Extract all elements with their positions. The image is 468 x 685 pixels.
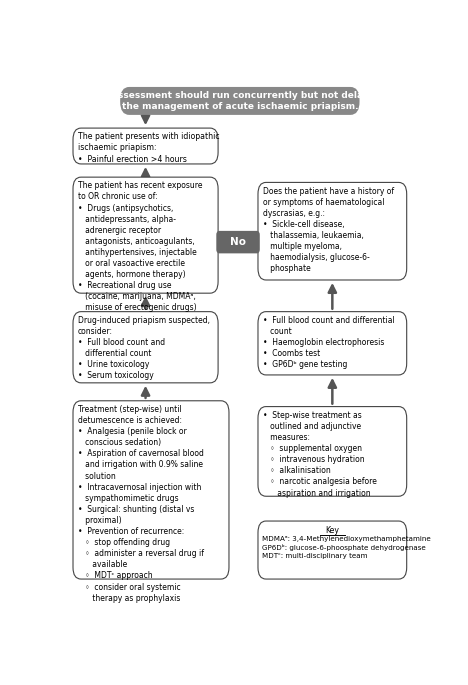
Text: Does the patient have a history of
or symptoms of haematological
dyscrasias, e.g: Does the patient have a history of or sy…	[263, 186, 394, 273]
Text: •  Full blood count and differential
   count
•  Haemoglobin electrophoresis
•  : • Full blood count and differential coun…	[263, 316, 395, 369]
Text: Treatment (step-wise) until
detumescence is achieved:
•  Analgesia (penile block: Treatment (step-wise) until detumescence…	[78, 405, 204, 603]
Text: •  Step-wise treatment as
   outlined and adjunctive
   measures:
   ◦  suppleme: • Step-wise treatment as outlined and ad…	[263, 411, 377, 497]
Text: No: No	[230, 237, 246, 247]
Text: The patient presents with idiopathic
ischaemic priapism:
•  Painful erection >4 : The patient presents with idiopathic isc…	[78, 132, 219, 164]
Text: Key: Key	[325, 526, 339, 535]
FancyBboxPatch shape	[258, 407, 407, 496]
FancyBboxPatch shape	[258, 312, 407, 375]
FancyBboxPatch shape	[217, 232, 259, 253]
FancyBboxPatch shape	[120, 87, 359, 115]
Text: The patient has recent exposure
to OR chronic use of:
•  Drugs (antipsychotics,
: The patient has recent exposure to OR ch…	[78, 182, 203, 312]
FancyBboxPatch shape	[73, 177, 218, 293]
FancyBboxPatch shape	[73, 128, 218, 164]
Text: Assessment should run concurrently but not delay
the management of acute ischaem: Assessment should run concurrently but n…	[111, 90, 369, 112]
FancyBboxPatch shape	[258, 182, 407, 280]
Text: MDMAᵃ: 3,4-Methylenedioxymethamphetamine
GP6Dᵇ: glucose-6-phoosphate dehydrogena: MDMAᵃ: 3,4-Methylenedioxymethamphetamine…	[263, 536, 431, 559]
FancyBboxPatch shape	[258, 521, 407, 579]
FancyBboxPatch shape	[73, 312, 218, 383]
FancyBboxPatch shape	[73, 401, 229, 579]
Text: Drug-induced priapism suspected,
consider:
•  Full blood count and
   differenti: Drug-induced priapism suspected, conside…	[78, 316, 210, 380]
